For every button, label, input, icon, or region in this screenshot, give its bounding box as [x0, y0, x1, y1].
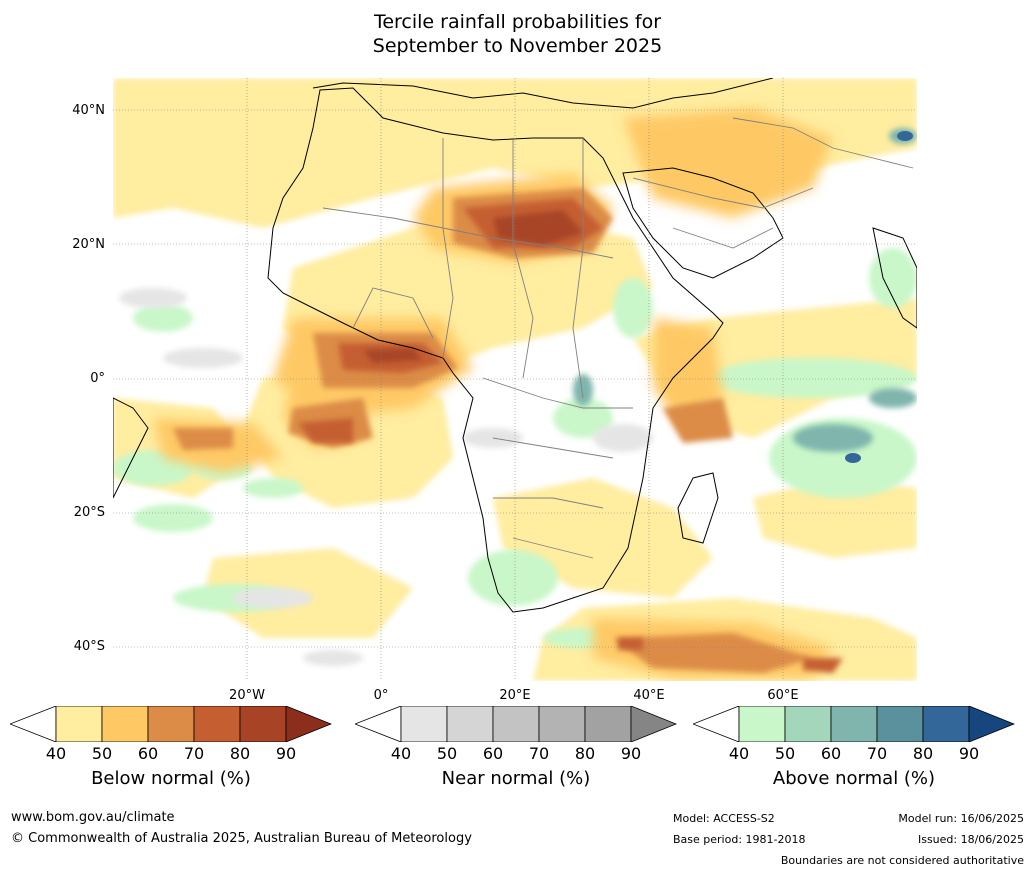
arabia-coastline	[622, 167, 784, 279]
madagascar-coastline	[677, 472, 719, 544]
europe-coastline	[312, 77, 774, 109]
colorbar-below-normal-tick: 40	[45, 744, 67, 763]
colorbar-below-normal-low-arrow	[10, 706, 57, 742]
colorbar-near-normal-segment	[400, 706, 448, 742]
colorbar-near-normal-high-arrow	[630, 706, 677, 742]
colorbar-near-normal-tick: 50	[436, 744, 458, 763]
colorbar-near-normal-tick: 70	[528, 744, 550, 763]
colorbar-above-normal-segment	[738, 706, 786, 742]
lat-label-40s: 40°S	[73, 639, 105, 654]
footer-copyright: © Commonwealth of Australia 2025, Austra…	[11, 831, 472, 846]
chart-title-line2: September to November 2025	[372, 35, 663, 57]
lon-label-60e: 60°E	[767, 688, 799, 703]
colorbar-below-normal-segment	[193, 706, 241, 742]
lat-label-40n: 40°N	[72, 103, 105, 118]
map-svg	[112, 77, 918, 681]
lon-label-20w: 20°W	[229, 688, 265, 703]
above-normal-80-patches	[845, 131, 913, 463]
lon-label-0: 0°	[373, 688, 389, 703]
south-america-coastline	[112, 397, 149, 499]
colorbar-below-normal-segment	[101, 706, 149, 742]
colorbar-near-normal-segment	[584, 706, 632, 742]
colorbar-above-normal-segment	[830, 706, 878, 742]
above-normal-60-patches	[573, 128, 917, 452]
footer-issued: Issued: 18/06/2025	[917, 833, 1024, 846]
colorbar-below-normal-tick: 90	[275, 744, 297, 763]
colorbar-near-normal-segment	[446, 706, 494, 742]
africa-coastline	[267, 87, 724, 613]
colorbar-below-normal-tick: 70	[183, 744, 205, 763]
footer-model: Model: ACCESS-S2	[673, 812, 775, 825]
colorbar-below-normal-tick: 80	[229, 744, 251, 763]
chart-title-line1: Tercile rainfall probabilities for	[373, 11, 662, 33]
lat-label-20s: 20°S	[73, 505, 105, 520]
lat-label-20n: 20°N	[72, 237, 105, 252]
colorbar-below-normal	[10, 706, 332, 742]
colorbar-near-normal-low-arrow	[355, 706, 402, 742]
country-borders	[322, 117, 914, 559]
lat-label-0: 0°	[90, 371, 105, 386]
colorbar-near-normal-tick: 90	[620, 744, 642, 763]
colorbar-near-normal-tick: 60	[482, 744, 504, 763]
colorbar-above-normal-tick: 50	[774, 744, 796, 763]
colorbar-above-normal-svg	[693, 706, 1015, 742]
lon-label-20e: 20°E	[499, 688, 531, 703]
colorbar-above-normal-segment	[876, 706, 924, 742]
colorbar-near-normal-tick: 40	[390, 744, 412, 763]
lon-label-40e: 40°E	[633, 688, 665, 703]
colorbar-above-normal-tick: 80	[912, 744, 934, 763]
colorbar-above-normal-segment	[922, 706, 970, 742]
colorbar-near-normal-segment	[492, 706, 540, 742]
colorbar-above-normal	[693, 706, 1015, 742]
rainfall-probability-map	[112, 77, 918, 681]
colorbar-below-normal-high-arrow	[285, 706, 332, 742]
colorbar-above-normal-title: Above normal (%)	[772, 768, 936, 789]
colorbar-above-normal-tick: 90	[958, 744, 980, 763]
gridlines	[113, 78, 917, 681]
colorbar-above-normal-tick: 60	[820, 744, 842, 763]
colorbar-above-normal-tick: 70	[866, 744, 888, 763]
colorbar-above-normal-high-arrow	[968, 706, 1015, 742]
colorbar-near-normal-svg	[355, 706, 677, 742]
colorbar-near-normal-title: Near normal (%)	[441, 768, 591, 789]
below-normal-90-patches	[363, 210, 583, 363]
colorbar-below-normal-segment	[239, 706, 287, 742]
colorbar-near-normal	[355, 706, 677, 742]
colorbar-below-normal-svg	[10, 706, 332, 742]
colorbar-below-normal-title: Below normal (%)	[91, 768, 251, 789]
colorbar-above-normal-low-arrow	[693, 706, 740, 742]
colorbar-near-normal-segment	[538, 706, 586, 742]
colorbar-near-normal-tick: 80	[574, 744, 596, 763]
footer-disclaimer: Boundaries are not considered authoritat…	[780, 854, 1024, 867]
footer-model-run: Model run: 16/06/2025	[898, 812, 1024, 825]
colorbar-below-normal-tick: 60	[137, 744, 159, 763]
footer-base-period: Base period: 1981-2018	[673, 833, 806, 846]
colorbar-above-normal-segment	[784, 706, 832, 742]
colorbar-below-normal-segment	[55, 706, 103, 742]
footer-website: www.bom.gov.au/climate	[11, 810, 175, 825]
colorbar-below-normal-segment	[147, 706, 195, 742]
colorbar-below-normal-tick: 50	[91, 744, 113, 763]
colorbar-above-normal-tick: 40	[728, 744, 750, 763]
